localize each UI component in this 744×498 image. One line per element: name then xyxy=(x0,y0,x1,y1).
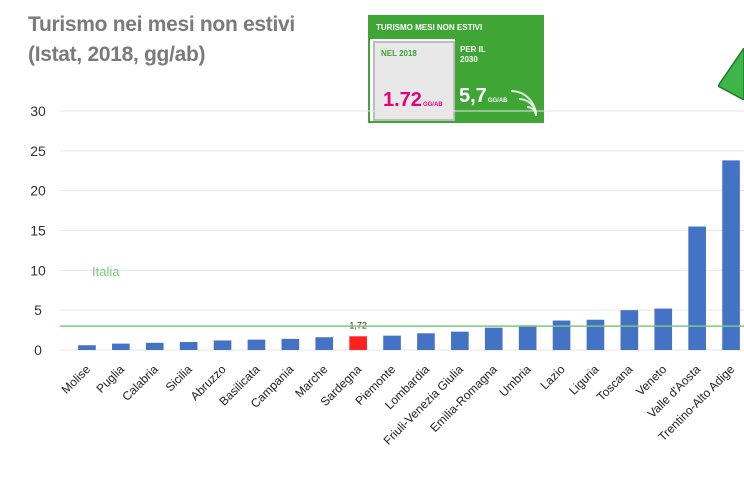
bar xyxy=(78,345,96,350)
x-tick-label: Molise xyxy=(59,362,94,397)
infobox-target-value: 5,7 xyxy=(459,85,487,107)
x-tick-label: Lazio xyxy=(537,362,567,392)
bar xyxy=(145,342,164,350)
y-tick-label: 15 xyxy=(30,223,46,239)
y-tick-label: 10 xyxy=(30,262,46,278)
infobox-current-label: NEL 2018 xyxy=(381,49,417,58)
bar xyxy=(518,325,537,350)
y-tick-label: 0 xyxy=(34,342,42,358)
bar xyxy=(484,327,503,350)
bar xyxy=(112,343,130,350)
infobox-target-value-wrap: 5,7GG/AB xyxy=(459,85,507,108)
infobox-current-unit: GG/AB xyxy=(422,102,443,108)
y-tick-label: 25 xyxy=(30,143,46,159)
infobox-target-unit: GG/AB xyxy=(487,98,508,104)
bar xyxy=(315,337,334,350)
signal-arcs-icon xyxy=(510,90,537,117)
bar xyxy=(383,335,401,350)
bar xyxy=(586,319,605,350)
infobox-current-value-wrap: 1.72GG/AB xyxy=(383,89,443,112)
x-tick-label: Umbria xyxy=(497,362,534,399)
bar xyxy=(213,340,232,350)
bar xyxy=(179,342,198,350)
infobox-current-panel: NEL 2018 1.72GG/AB xyxy=(373,41,455,121)
y-tick-label: 30 xyxy=(30,103,46,119)
data-label: 1,72 xyxy=(349,320,367,330)
bar xyxy=(722,160,740,350)
reference-line-label: Italia xyxy=(92,264,120,279)
title-line-2: (Istat, 2018, gg/ab) xyxy=(28,43,206,66)
infobox-target-panel: PER IL 2030 5,7GG/AB xyxy=(455,39,542,121)
bar xyxy=(349,336,367,350)
x-tick-label: Calabria xyxy=(119,362,161,404)
bar xyxy=(281,338,300,350)
bar xyxy=(451,331,469,350)
infobox-header: TURISMO MESI NON ESTIVI xyxy=(370,17,542,39)
x-tick-label: Toscana xyxy=(594,362,636,404)
summary-infobox: TURISMO MESI NON ESTIVI NEL 2018 1.72GG/… xyxy=(368,15,544,123)
y-tick-label: 20 xyxy=(30,183,46,199)
bar xyxy=(688,226,706,350)
bar xyxy=(552,320,571,350)
bar xyxy=(247,339,266,350)
x-tick-label: Sicilia xyxy=(163,362,195,394)
bar xyxy=(620,310,639,350)
title-line-1: Turismo nei mesi non estivi xyxy=(28,13,295,36)
infobox-current-value: 1.72 xyxy=(383,89,422,111)
arrow-shape-icon xyxy=(718,48,744,100)
y-tick-label: 5 xyxy=(34,302,42,318)
chart-title: Turismo nei mesi non estivi (Istat, 2018… xyxy=(28,10,295,70)
infobox-target-label: PER IL 2030 xyxy=(460,45,486,64)
bar xyxy=(417,333,435,350)
bar xyxy=(654,308,673,350)
